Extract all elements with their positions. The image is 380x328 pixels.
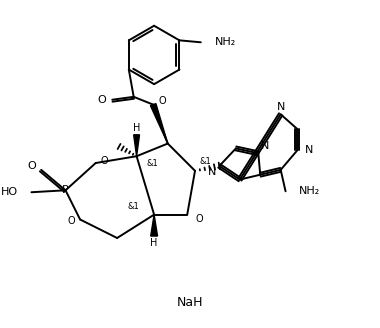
Text: HO: HO — [1, 187, 18, 197]
Text: N: N — [261, 141, 269, 152]
Text: O: O — [158, 96, 166, 106]
Text: NH₂: NH₂ — [299, 186, 320, 196]
Polygon shape — [150, 104, 168, 144]
Text: N: N — [305, 145, 314, 155]
Text: O: O — [68, 216, 75, 226]
Text: O: O — [28, 161, 36, 171]
Text: &1: &1 — [128, 202, 139, 211]
Text: O: O — [101, 156, 108, 166]
Text: N: N — [277, 102, 285, 112]
Text: NH₂: NH₂ — [214, 37, 236, 47]
Polygon shape — [134, 135, 139, 156]
Text: NaH: NaH — [177, 296, 203, 309]
Text: P: P — [62, 185, 69, 195]
Text: H: H — [150, 238, 158, 248]
Text: &1: &1 — [146, 159, 158, 169]
Text: O: O — [195, 214, 203, 223]
Text: &1: &1 — [200, 156, 212, 166]
Polygon shape — [151, 215, 158, 236]
Text: O: O — [98, 95, 106, 105]
Text: H: H — [133, 123, 140, 133]
Text: N: N — [208, 167, 217, 177]
